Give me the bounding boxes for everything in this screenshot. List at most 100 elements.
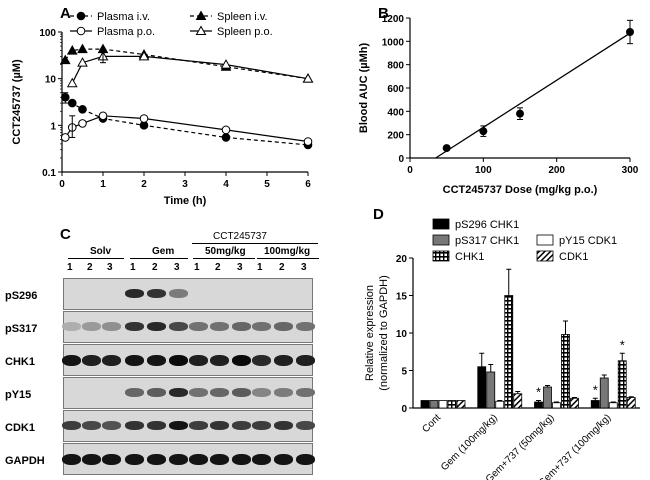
blot-band	[102, 322, 121, 331]
blot-band	[274, 355, 293, 366]
blot-band	[210, 355, 229, 366]
blot-band	[252, 322, 271, 331]
blot-band	[62, 421, 81, 430]
blot-band	[102, 355, 121, 366]
panel-a-label: A	[60, 5, 71, 22]
group-line-50	[193, 258, 255, 259]
blot-band	[147, 355, 166, 366]
d-legend-label: CHK1	[455, 251, 484, 263]
d-legend-label: pY15 CDK1	[559, 235, 617, 247]
blot-band	[82, 355, 101, 366]
blot-band	[147, 421, 166, 430]
blot-band	[147, 322, 166, 331]
blot-band	[296, 388, 315, 397]
blot-band	[169, 355, 188, 366]
a-y-axis-label: CCT245737 (µM)	[11, 59, 23, 145]
d-bar	[599, 377, 609, 409]
a-data-point	[221, 125, 231, 135]
row-label-gapdh: GAPDH	[5, 455, 45, 467]
blot-band	[62, 355, 81, 366]
blot-band	[252, 388, 271, 397]
d-bar	[570, 397, 579, 409]
blot-row-py15	[63, 377, 315, 409]
blot-band	[125, 421, 144, 430]
a-legend-label: Spleen p.o.	[217, 26, 273, 38]
blot-band	[232, 322, 251, 331]
b-y-tick-label: 1200	[382, 14, 405, 25]
blot-band	[232, 388, 251, 397]
a-data-point	[221, 133, 231, 142]
d-bar	[552, 402, 561, 409]
blot-band	[252, 454, 271, 465]
a-data-point	[138, 50, 150, 61]
d-legend-label: CDK1	[559, 251, 588, 263]
a-data-point	[98, 111, 108, 121]
a-data-point	[66, 45, 78, 55]
blot-band	[189, 454, 208, 465]
a-legend-marker	[195, 25, 207, 35]
blot-band	[252, 355, 271, 366]
a-x-axis-label: Time (h)	[164, 195, 207, 207]
blot-row-ps317	[62, 311, 315, 343]
blot-band	[147, 454, 166, 465]
lane-number: 3	[107, 262, 113, 273]
a-legend-marker	[76, 26, 86, 36]
a-data-point	[67, 98, 77, 108]
blot-row-cdk1	[62, 410, 315, 442]
a-data-point	[66, 77, 78, 88]
b-x-axis-label: CCT245737 Dose (mg/kg p.o.)	[443, 184, 598, 196]
lane-number: 3	[301, 262, 307, 273]
b-y-tick-label: 400	[387, 107, 404, 118]
a-data-point	[139, 114, 149, 123]
blot-band	[189, 421, 208, 430]
d-y-tick-label: 20	[396, 254, 408, 265]
d-y-tick-label: 10	[396, 329, 408, 340]
blot-band	[125, 322, 144, 331]
a-y-tick-label: 10	[45, 75, 57, 86]
blot-band	[274, 388, 293, 397]
lane-number: 2	[152, 262, 158, 273]
d-legend-swatch	[432, 218, 450, 230]
blot-band	[102, 421, 121, 430]
a-data-point	[303, 137, 313, 146]
blot-band	[189, 355, 208, 366]
a-data-point	[220, 59, 232, 69]
d-legend-swatch	[432, 234, 450, 246]
d-significance-star: *	[593, 382, 598, 397]
blot-band	[82, 454, 101, 465]
d-bar	[617, 360, 627, 409]
blot-band	[169, 454, 188, 465]
d-bar	[420, 400, 430, 409]
a-legend-label: Spleen i.v.	[217, 11, 268, 23]
a-x-tick-label: 3	[182, 179, 188, 190]
a-data-point	[77, 57, 88, 67]
b-y-tick-label: 0	[398, 154, 404, 165]
b-x-tick-label: 300	[622, 165, 639, 176]
d-bar	[561, 334, 570, 409]
a-series-line	[71, 55, 309, 84]
row-label-chk1: CHK1	[5, 356, 35, 368]
d-legend-label: pS317 CHK1	[455, 235, 519, 247]
d-bar	[590, 400, 600, 409]
panel-b-chart: 0 100 200 300 0 200 400 600 800 1000 1200 CCT245737…	[358, 14, 639, 196]
a-x-tick-label: 6	[305, 179, 311, 190]
panel-c-label: C	[60, 226, 71, 243]
blot-band	[232, 421, 251, 430]
row-label-py15: pY15	[5, 389, 32, 401]
row-label-ps296: pS296	[5, 290, 38, 302]
d-bar	[626, 397, 636, 409]
a-legend-marker	[195, 10, 207, 20]
d-y-axis-label-2: (normalized to GAPDH)	[378, 275, 390, 391]
a-x-tick-label: 5	[264, 179, 270, 190]
d-bar	[513, 393, 523, 409]
blot-band	[189, 388, 208, 397]
d-bar	[438, 400, 448, 409]
b-x-tick-label: 0	[407, 165, 413, 176]
d-bar	[486, 371, 496, 409]
group-label-50: 50mg/kg	[205, 246, 246, 257]
d-legend-label: pS296 CHK1	[455, 219, 519, 231]
lane-number: 2	[215, 262, 221, 273]
b-data-point	[442, 144, 451, 153]
blot-band	[125, 388, 144, 397]
b-y-tick-label: 600	[387, 84, 404, 95]
